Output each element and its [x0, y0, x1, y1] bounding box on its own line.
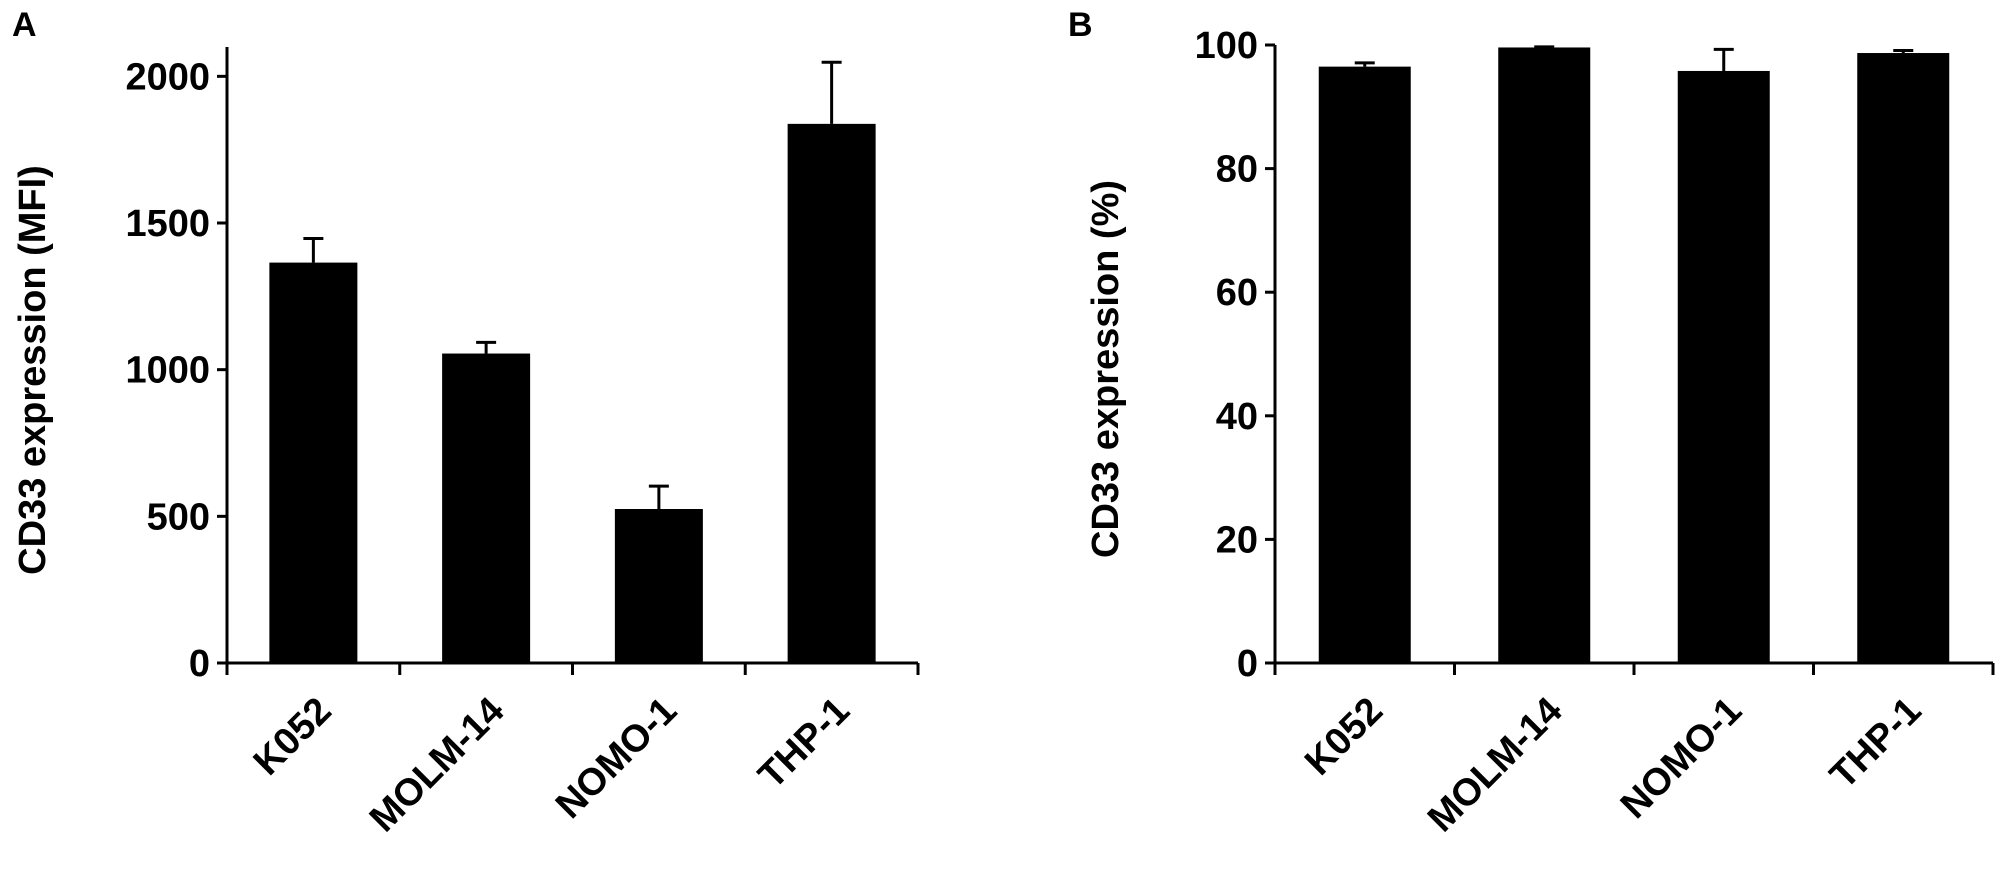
y-tick-label: 80	[1216, 149, 1258, 191]
y-axis-title: CD33 expression (%)	[1085, 180, 1127, 558]
x-category-label: THP-1	[751, 690, 858, 797]
y-tick-label: 0	[189, 643, 210, 685]
bar	[787, 123, 876, 663]
y-tick-label: 40	[1216, 396, 1258, 438]
panel-label: B	[1068, 6, 1093, 44]
y-tick-label: 2000	[125, 56, 210, 98]
y-tick-label: 100	[1195, 25, 1258, 67]
y-axis-title: CD33 expression (MFI)	[12, 165, 54, 575]
y-tick-label: 20	[1216, 519, 1258, 561]
x-category-label: MOLM-14	[1420, 690, 1571, 841]
panel-label: A	[12, 6, 37, 44]
y-tick-label: 1500	[125, 203, 210, 245]
bar	[442, 353, 531, 663]
panel-b-chart: B CD33 expression (%) 0 20 40 60 80 100 K052 MOLM…	[1068, 6, 1995, 841]
panel-a-chart: A CD33 expression (MFI) 0 500 1000 1500 2000 K0…	[12, 6, 920, 841]
y-tick-label: 60	[1216, 272, 1258, 314]
bar	[1318, 66, 1411, 663]
y-tick-label: 0	[1237, 643, 1258, 685]
bar	[1857, 53, 1950, 664]
x-category-label: NOMO-1	[1613, 690, 1750, 827]
x-category-label: MOLM-14	[362, 690, 513, 841]
bar	[614, 509, 703, 663]
x-category-label: K052	[1297, 690, 1391, 784]
bar	[1677, 70, 1770, 664]
y-tick-label: 500	[147, 496, 210, 538]
x-category-label: THP-1	[1822, 690, 1929, 797]
y-tick-label: 1000	[125, 350, 210, 392]
x-category-label: K052	[246, 690, 340, 784]
bar	[269, 262, 358, 663]
bar	[1498, 47, 1591, 664]
x-category-label: NOMO-1	[548, 690, 685, 827]
